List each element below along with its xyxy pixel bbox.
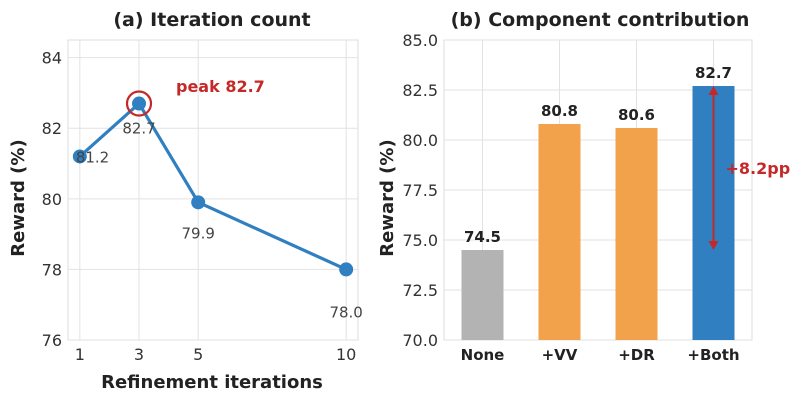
arrow-head-up <box>708 86 719 95</box>
y-tick-label: 70.0 <box>402 331 438 350</box>
y-axis-label: Reward (%) <box>8 139 29 256</box>
data-point <box>339 262 354 277</box>
x-tick-label: 3 <box>134 345 144 364</box>
chart-title: (b) Component contribution <box>451 9 750 31</box>
x-tick-label: None <box>461 346 505 364</box>
bar-value-label: 74.5 <box>464 228 501 246</box>
data-point <box>132 96 147 111</box>
data-label: 79.9 <box>182 224 215 242</box>
x-tick-label: +Both <box>687 346 739 364</box>
line-chart-iteration-count: (a) Iteration count 76 78 80 82 84 1 3 5 10 Rew… <box>8 9 363 393</box>
bar-value-label: 80.6 <box>618 106 655 124</box>
peak-annotation: peak 82.7 <box>176 77 265 96</box>
y-tick-label: 80 <box>42 190 62 209</box>
y-tick-label: 77.5 <box>402 181 438 200</box>
series-line <box>78 101 347 271</box>
improvement-annotation: +8.2pp <box>726 159 791 178</box>
chart-title: (a) Iteration count <box>113 9 310 31</box>
bar-value-label: 80.8 <box>541 102 578 120</box>
x-tick-label: 10 <box>336 345 356 364</box>
data-point <box>72 149 87 164</box>
y-tick-label: 82.5 <box>402 81 438 100</box>
x-axis-label: Refinement iterations <box>101 372 323 393</box>
y-tick-label: 80.0 <box>402 131 438 150</box>
arrow-head-down <box>708 241 719 250</box>
bar <box>615 128 658 340</box>
bar-value-label: 82.7 <box>695 64 732 82</box>
y-tick-label: 72.5 <box>402 281 438 300</box>
data-label: 78.0 <box>329 303 362 321</box>
y-axis-label: Reward (%) <box>377 139 398 256</box>
y-tick-label: 78 <box>42 260 62 279</box>
data-point <box>191 195 206 210</box>
x-tick-label: +DR <box>618 346 655 364</box>
y-tick-label: 76 <box>42 331 62 350</box>
peak-highlight-ring <box>125 90 153 117</box>
data-label: 81.2 <box>76 148 109 166</box>
y-tick-label: 82 <box>42 119 62 138</box>
data-label: 82.7 <box>122 120 155 138</box>
bar <box>461 250 504 340</box>
y-tick-label: 85.0 <box>402 31 438 50</box>
y-tick-label: 75.0 <box>402 231 438 250</box>
bar <box>538 124 581 340</box>
x-tick-label: +VV <box>542 346 578 364</box>
x-tick-label: 1 <box>75 345 85 364</box>
x-tick-label: 5 <box>193 345 203 364</box>
y-tick-label: 84 <box>42 49 62 68</box>
